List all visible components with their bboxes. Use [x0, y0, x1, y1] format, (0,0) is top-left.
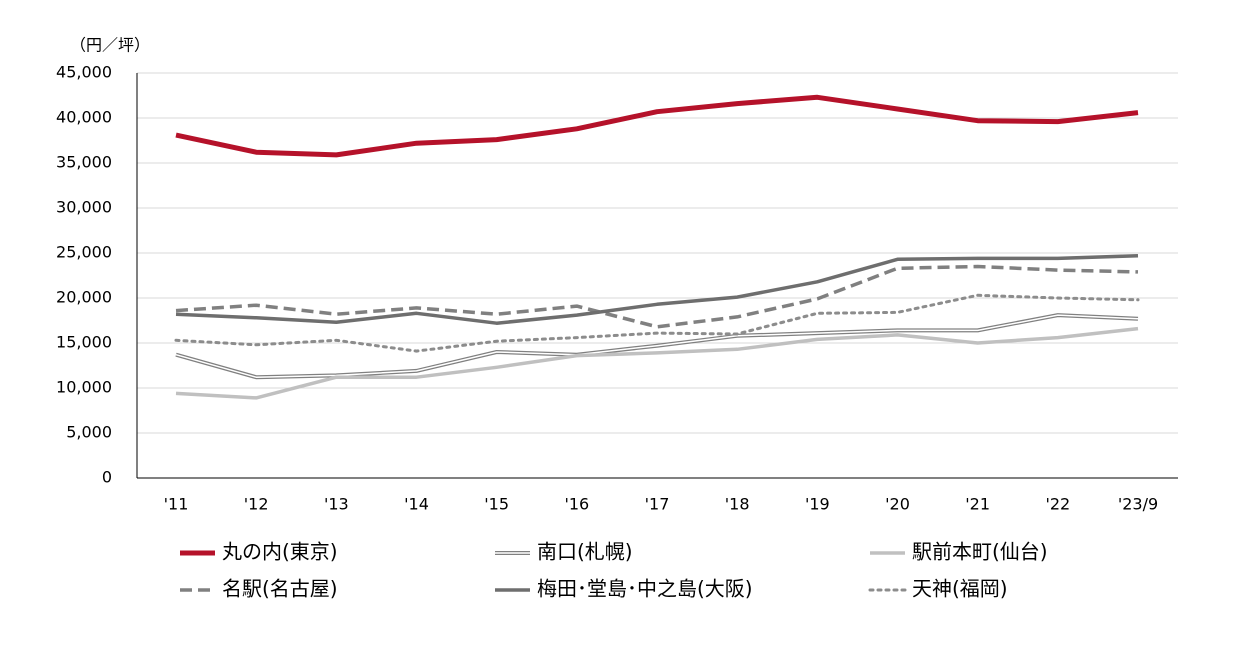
x-tick-label: '18: [725, 495, 750, 514]
x-tick-label: '14: [404, 495, 429, 514]
y-tick-label: 40,000: [56, 108, 112, 127]
y-tick-label: 30,000: [56, 198, 112, 217]
series-line: [174, 293, 1140, 353]
x-tick-label: '13: [324, 495, 349, 514]
y-tick-label: 20,000: [56, 288, 112, 307]
x-tick-label: '20: [885, 495, 910, 514]
x-tick-label: '23/9: [1118, 495, 1158, 514]
y-tick-label: 25,000: [56, 243, 112, 262]
series-line-inner: [175, 314, 1139, 378]
y-tick-label: 0: [102, 468, 112, 487]
x-tick-label: '19: [805, 495, 830, 514]
x-tick-label: '17: [645, 495, 670, 514]
y-tick-label: 15,000: [56, 333, 112, 352]
series-line: [175, 326, 1139, 400]
y-tick-label: 45,000: [56, 63, 112, 82]
y-tick-label: 10,000: [56, 378, 112, 397]
legend-label: 梅田･堂島･中之島(大阪): [537, 577, 753, 601]
x-tick-label: '12: [244, 495, 269, 514]
y-tick-label: 35,000: [56, 153, 112, 172]
x-tick-label: '11: [164, 495, 189, 514]
legend-label: 名駅(名古屋): [222, 577, 338, 601]
x-tick-label: '15: [484, 495, 509, 514]
y-axis-label: （円／坪）: [70, 36, 150, 55]
x-tick-label: '22: [1045, 495, 1070, 514]
x-tick-label: '16: [564, 495, 589, 514]
legend-label: 丸の内(東京): [222, 540, 338, 564]
legend-label: 南口(札幌): [537, 540, 633, 564]
legend-label: 駅前本町(仙台): [912, 540, 1048, 564]
x-tick-label: '21: [965, 495, 990, 514]
series-line: [175, 94, 1139, 158]
series-line: [175, 264, 1139, 329]
y-tick-label: 5,000: [66, 423, 112, 442]
series-line: [175, 253, 1139, 325]
legend-label: 天神(福岡): [912, 577, 1008, 601]
